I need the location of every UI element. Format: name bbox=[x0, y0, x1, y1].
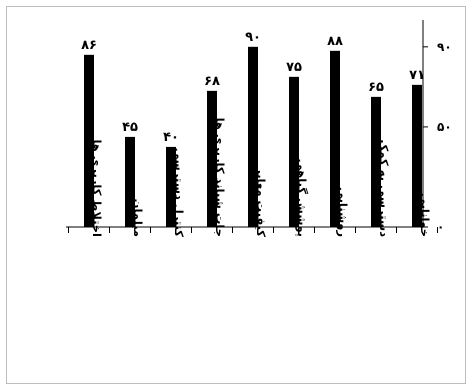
category-label: مبلمان bbox=[131, 199, 145, 237]
bar bbox=[207, 90, 217, 227]
category-label: خوانایی bbox=[417, 193, 432, 237]
category-label: اختلاط کاربری ها bbox=[90, 139, 104, 237]
category-label: روشنایی bbox=[335, 187, 350, 237]
category-label-group: دسترسی به کمک bbox=[377, 140, 391, 238]
category-label-group: کنترل دسترسی bbox=[172, 148, 186, 238]
category-label-group: اختلاط کاربری ها bbox=[90, 139, 104, 237]
data-label: ۸۸ bbox=[327, 34, 343, 49]
category-label-group: جات شیاند کاربری ها bbox=[213, 118, 227, 237]
data-label: ۶۵ bbox=[368, 80, 384, 95]
bar bbox=[330, 50, 340, 227]
bar bbox=[248, 46, 258, 227]
bar bbox=[166, 146, 176, 227]
data-label: ۷۱ bbox=[409, 68, 425, 83]
bar bbox=[371, 96, 381, 228]
category-label: کنترل دسترسی bbox=[172, 148, 186, 238]
category-label: کیفیت معابر bbox=[254, 166, 268, 237]
data-label: ۹۰ bbox=[245, 30, 261, 45]
category-label-group: مبلمان bbox=[131, 199, 145, 237]
data-label: ۷۵ bbox=[286, 60, 302, 75]
category-label-group: کیفیت معابر bbox=[254, 166, 268, 237]
bar bbox=[125, 136, 135, 227]
y-tick-label: ۰ bbox=[437, 220, 444, 234]
category-label-group: خوانایی bbox=[417, 193, 432, 237]
y-tick-label: ۵۰ bbox=[437, 120, 452, 134]
bar bbox=[412, 84, 422, 227]
y-tick-label: ۹۰ bbox=[437, 40, 452, 54]
bar bbox=[289, 76, 299, 227]
category-label: پوشش گیاهی bbox=[294, 159, 309, 237]
category-label: جات شیاند کاربری ها bbox=[213, 118, 227, 237]
data-label: ۴۰ bbox=[163, 130, 179, 145]
data-label: ۸۶ bbox=[81, 38, 97, 53]
data-label: ۶۸ bbox=[204, 74, 220, 89]
category-label-group: پوشش گیاهی bbox=[294, 159, 309, 237]
category-label: دسترسی به کمک bbox=[377, 140, 391, 238]
chart-frame bbox=[6, 6, 466, 384]
bar bbox=[84, 54, 94, 227]
category-label-group: روشنایی bbox=[335, 187, 350, 237]
data-label: ۴۵ bbox=[122, 120, 138, 135]
